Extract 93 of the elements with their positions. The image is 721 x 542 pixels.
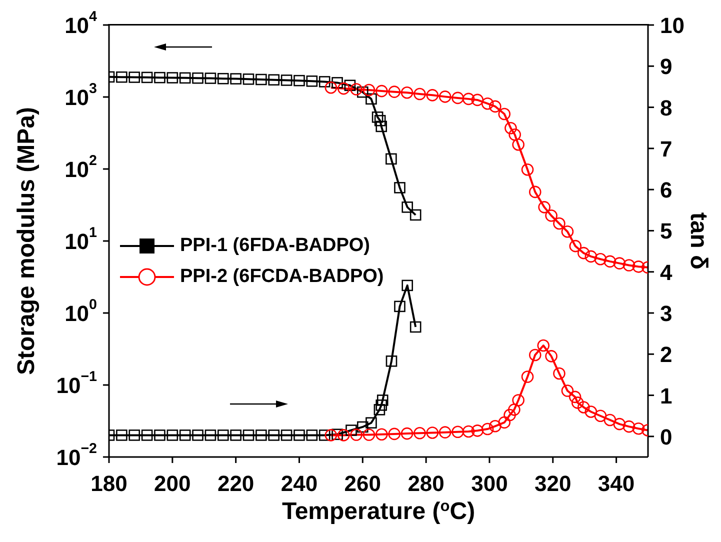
point <box>569 240 582 252</box>
point <box>268 74 280 86</box>
point <box>318 76 330 88</box>
point <box>452 92 464 104</box>
y2-tick-label: 10 <box>660 12 684 38</box>
point <box>192 72 204 84</box>
point <box>388 86 401 98</box>
point <box>504 122 517 134</box>
y2-tick-label: 2 <box>660 342 672 367</box>
point <box>400 86 414 99</box>
point <box>594 252 607 266</box>
y-tick-label: 10$^{3}$ <box>64 81 98 110</box>
point <box>324 81 338 94</box>
point <box>356 86 368 98</box>
y2-axis-title: tan δ <box>686 212 712 270</box>
point <box>376 120 388 132</box>
point <box>538 201 550 214</box>
x-tick-label: 300 <box>471 470 508 496</box>
point <box>230 73 242 84</box>
x-tick-label: 180 <box>90 470 128 496</box>
x-tick-label: 260 <box>344 470 382 496</box>
y2-tick-label: 5 <box>660 218 672 244</box>
point <box>498 108 511 120</box>
point <box>528 186 542 198</box>
point <box>481 97 494 110</box>
point <box>141 72 153 84</box>
y2-tick-label: 0 <box>660 424 672 449</box>
point <box>521 163 534 176</box>
point <box>561 225 574 238</box>
point <box>128 72 140 83</box>
y-tick-label: 10$^{1}$ <box>64 225 98 254</box>
point <box>632 260 645 273</box>
point <box>426 89 439 102</box>
point <box>344 80 356 92</box>
point <box>204 72 216 84</box>
point <box>512 138 524 151</box>
y2-tick-label: 9 <box>660 54 672 79</box>
x-tick-label: 240 <box>280 470 318 496</box>
point <box>362 84 376 96</box>
y2-tick-label: 6 <box>660 177 672 202</box>
point <box>489 100 502 113</box>
legend-label: PPI-1 (6FDA-BADPO) <box>180 234 370 256</box>
point <box>604 255 616 268</box>
point <box>116 71 128 83</box>
point <box>410 209 422 221</box>
y2-tick-label: 3 <box>660 300 672 326</box>
point <box>374 114 386 126</box>
point <box>394 182 406 194</box>
point <box>471 94 484 106</box>
point <box>179 72 191 84</box>
point <box>350 83 362 96</box>
x-tick-label: 200 <box>154 470 191 496</box>
point <box>553 217 566 230</box>
point <box>306 76 318 87</box>
point <box>366 93 377 105</box>
y-axis-title: Storage modulus (MPa) <box>12 106 40 376</box>
x-tick-label: 340 <box>598 470 635 496</box>
y-tick-label: 10$^{4}$ <box>64 9 98 38</box>
point <box>337 82 350 95</box>
point <box>386 153 397 165</box>
point <box>256 74 267 86</box>
point <box>280 74 292 86</box>
point <box>577 246 590 260</box>
x-tick-label: 320 <box>534 470 572 496</box>
point <box>294 74 305 86</box>
y-tick-label: 10$^{−2}$ <box>56 441 98 470</box>
point <box>376 84 388 98</box>
point <box>166 72 178 84</box>
y-tick-label: 10$^{2}$ <box>64 153 98 182</box>
x-tick-label: 220 <box>217 470 254 496</box>
point <box>462 92 475 106</box>
point <box>622 259 636 272</box>
y2-tick-label: 7 <box>660 136 672 161</box>
x-axis-title: Temperature ($^{o}$C) <box>282 498 476 525</box>
point <box>242 73 254 85</box>
y2-tick-label: 8 <box>660 94 672 120</box>
point <box>438 90 452 103</box>
point <box>508 128 521 141</box>
point <box>217 72 229 84</box>
point <box>372 112 384 123</box>
y-tick-label: 10$^{0}$ <box>64 297 98 326</box>
point <box>584 250 598 263</box>
point <box>154 72 166 84</box>
y2-tick-label: 4 <box>660 259 673 284</box>
point <box>402 202 413 213</box>
legend-label: PPI-2 (6FCDA-BADPO) <box>180 266 384 288</box>
point <box>414 88 426 100</box>
y2-tick-label: 1 <box>660 382 672 408</box>
x-tick-label: 280 <box>408 470 444 496</box>
point <box>545 209 558 222</box>
y-tick-label: 10$^{−1}$ <box>56 369 98 398</box>
point <box>613 257 626 270</box>
point <box>332 77 343 88</box>
